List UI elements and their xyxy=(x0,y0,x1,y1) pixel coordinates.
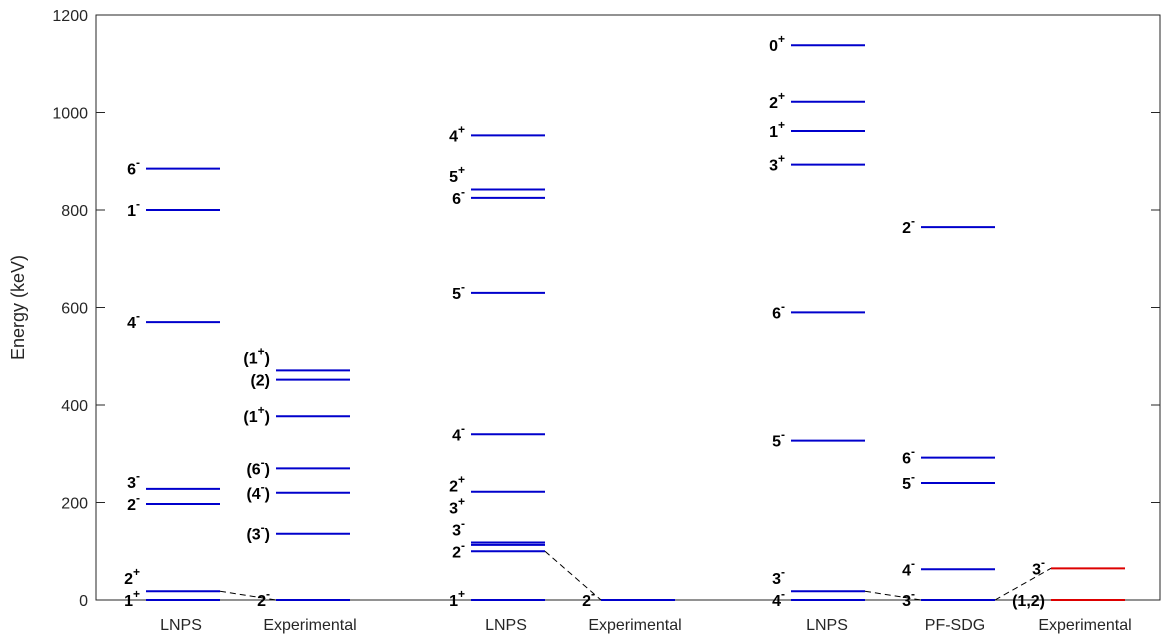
spin-parity-label: 3+ xyxy=(449,494,465,517)
column-label: LNPS xyxy=(160,617,202,634)
y-tick-label: 1200 xyxy=(52,8,88,25)
column-label: Experimental xyxy=(1038,617,1131,634)
spin-parity-label: 3+ xyxy=(769,152,785,175)
spin-parity-label: 6- xyxy=(452,185,465,208)
column-label: PF-SDG xyxy=(925,617,985,634)
axes: 0 200 400 600 800 1000 1200 LNPS Experimental LNP… xyxy=(52,8,1161,634)
spin-parity-label: 1+ xyxy=(769,118,785,141)
spin-parity-label: (3-) xyxy=(246,521,270,544)
spin-parity-label: 4- xyxy=(902,556,915,579)
spin-parity-label: 1- xyxy=(127,197,140,220)
spin-parity-label: 1+ xyxy=(449,587,465,610)
spin-parity-label: 0+ xyxy=(769,32,785,55)
y-axis-label: Energy (keV) xyxy=(8,255,28,360)
spin-parity-label: 5+ xyxy=(449,163,465,186)
plot-frame xyxy=(95,14,1161,601)
column-label: LNPS xyxy=(485,617,527,634)
spin-parity-label: (1,2) xyxy=(1012,593,1045,610)
spin-parity-label: 5- xyxy=(902,470,915,493)
spin-parity-label: 5- xyxy=(452,280,465,303)
spin-parity-label: 6- xyxy=(772,299,785,322)
spin-parity-label: 2- xyxy=(902,214,915,237)
spin-parity-label: 3- xyxy=(1032,555,1045,578)
column-label: Experimental xyxy=(588,617,681,634)
spin-parity-label: (4-) xyxy=(246,480,270,503)
spin-parity-label: (2) xyxy=(250,373,270,390)
spin-parity-label: 2+ xyxy=(124,565,140,588)
spin-parity-label: (6-) xyxy=(246,455,270,478)
spin-parity-label: 3- xyxy=(127,469,140,492)
spin-parity-label: 6- xyxy=(127,156,140,179)
spin-parity-label: 4- xyxy=(452,421,465,444)
y-tick-label: 0 xyxy=(79,593,88,610)
y-tick-label: 1000 xyxy=(52,106,88,123)
spin-parity-label: 3- xyxy=(902,587,915,610)
column-label: LNPS xyxy=(806,617,848,634)
spin-parity-label: (1+) xyxy=(243,403,270,426)
spin-parity-label: 4- xyxy=(127,309,140,332)
spin-parity-label: 4+ xyxy=(449,122,465,145)
ground-state-connector xyxy=(994,567,1052,601)
spin-parity-label: 4- xyxy=(772,587,785,610)
y-tick-label: 600 xyxy=(61,301,88,318)
ground-state-connector xyxy=(544,550,602,601)
spin-parity-label: 2- xyxy=(257,587,270,610)
spin-parity-label: 2- xyxy=(127,491,140,514)
spin-parity-label: 3- xyxy=(772,565,785,588)
spin-parity-label: 2+ xyxy=(449,472,465,495)
spin-parity-label: 1+ xyxy=(124,587,140,610)
spin-parity-label: 2- xyxy=(452,538,465,561)
spin-parity-label: 2+ xyxy=(769,89,785,112)
spin-parity-label: 2- xyxy=(582,587,595,610)
levels xyxy=(146,44,1125,601)
spin-parity-label: 3- xyxy=(452,516,465,539)
y-tick-label: 400 xyxy=(61,398,88,415)
level-labels: 1+2+2-3-4-1-6-2-(3-)(4-)(6-)(1+)(2)(1+)1… xyxy=(124,32,1045,610)
spin-parity-label: 6- xyxy=(902,445,915,468)
y-tick-label: 200 xyxy=(61,496,88,513)
spin-parity-label: (1+) xyxy=(243,345,270,368)
y-tick-label: 800 xyxy=(61,203,88,220)
column-label: Experimental xyxy=(263,617,356,634)
spin-parity-label: 5- xyxy=(772,428,785,451)
